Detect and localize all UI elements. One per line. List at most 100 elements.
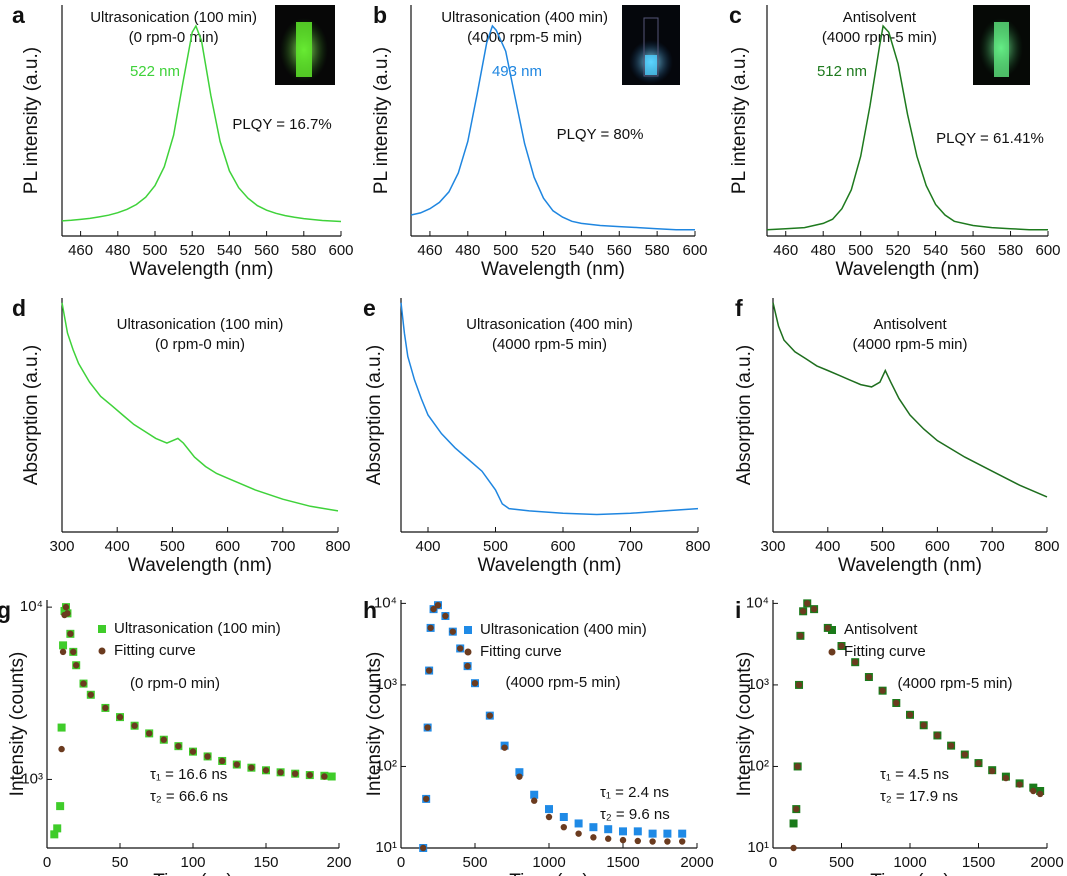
panel: 300 400 500 600 700 800 Wavelength (nm) Absorpt… [12, 295, 351, 576]
panel-subtitle: (4000 rpm-5 min) [852, 336, 967, 353]
data-point [530, 790, 539, 799]
panel-subtitle: (0 rpm-0 min) [130, 675, 220, 692]
x-tick-label: 1500 [606, 854, 639, 871]
y-axis-label: PL intensity (a.u.) [729, 47, 750, 194]
x-tick-label: 480 [105, 242, 130, 259]
y-tick-label: 10⁴ [746, 594, 769, 611]
fit-point [649, 838, 656, 845]
fit-point [486, 712, 493, 719]
legend-label: Ultrasonication (400 min) [480, 621, 647, 638]
panel-letter: g [0, 597, 11, 623]
x-tick-label: 540 [923, 242, 948, 259]
panel: 300 400 500 600 700 800 Wavelength (nm) Absorpt… [734, 295, 1060, 576]
spectrum-line [772, 302, 1048, 498]
data-point [648, 829, 657, 838]
fit-point [424, 724, 431, 731]
legend-marker [464, 648, 472, 656]
fit-point [64, 610, 71, 617]
fit-point [920, 722, 927, 729]
y-axis-label: Intensity (counts) [7, 652, 28, 797]
x-tick-label: 700 [980, 538, 1005, 555]
fit-point [67, 630, 74, 638]
fit-point [664, 838, 671, 845]
x-tick-label: 0 [769, 854, 777, 871]
data-point [663, 829, 672, 838]
data-point [589, 823, 598, 832]
fit-point [306, 771, 313, 779]
data-point [604, 825, 613, 834]
data-point [56, 802, 65, 811]
fit-point [449, 628, 456, 635]
data-point [57, 723, 66, 732]
fit-point [810, 605, 818, 613]
panel: 460 480 500 520 540 560 580 600 Wavelength (nm) P… [12, 2, 354, 280]
x-axis-label: Time (ns) [509, 871, 589, 876]
data-point [678, 829, 687, 838]
peak-label: 522 nm [130, 63, 180, 80]
plqy-label: PLQY = 16.7% [232, 116, 331, 133]
x-tick-label: 500 [493, 242, 518, 259]
x-tick-label: 500 [462, 854, 487, 871]
panel-subtitle: (4000 rpm-5 min) [822, 29, 937, 46]
x-axis-label: Wavelength (nm) [130, 259, 274, 280]
fit-point [146, 730, 153, 737]
panel-title: Ultrasonication (100 min) [117, 316, 284, 333]
fit-point [679, 838, 686, 845]
x-tick-label: 540 [569, 242, 594, 259]
fit-point [799, 608, 807, 615]
lifetime-label: τ₂ = 66.6 ns [150, 788, 228, 805]
panel-letter: b [373, 2, 387, 28]
fit-point [634, 837, 641, 845]
x-tick-label: 300 [49, 538, 74, 555]
panel: 460 480 500 520 540 560 580 600 Wavelength (nm) P… [729, 2, 1061, 280]
x-tick-label: 560 [254, 242, 279, 259]
y-axis-label: PL intensity (a.u.) [371, 47, 392, 194]
x-tick-label: 580 [998, 242, 1023, 259]
panel-subtitle: (4000 rpm-5 min) [467, 29, 582, 46]
y-tick-label: 10¹ [375, 839, 397, 856]
data-point [327, 772, 336, 781]
y-axis-label: PL intensity (a.u.) [21, 47, 42, 194]
y-axis-label: Absorption (a.u.) [21, 345, 42, 485]
y-tick-label: 10³ [747, 676, 769, 693]
panel-subtitle: (0 rpm-0 min) [129, 29, 219, 46]
fit-point [975, 759, 982, 767]
fit-point [321, 773, 328, 780]
inset-photo [973, 5, 1030, 85]
fit-point [62, 603, 70, 611]
x-tick-label: 480 [455, 242, 480, 259]
x-tick-label: 800 [685, 538, 710, 555]
spectrum-line [410, 24, 695, 231]
x-tick-label: 400 [815, 538, 840, 555]
fit-point [262, 767, 270, 774]
data-point [50, 830, 59, 839]
fit-point [1002, 774, 1010, 782]
panel-letter: a [12, 2, 25, 28]
x-tick-label: 150 [253, 854, 278, 871]
panel-letter: e [363, 295, 376, 321]
fit-point [204, 753, 211, 760]
fit-point [233, 761, 240, 768]
legend-label: Antisolvent [844, 621, 918, 638]
plqy-label: PLQY = 80% [557, 126, 644, 143]
data-point [515, 768, 524, 777]
x-tick-label: 1000 [532, 854, 565, 871]
x-tick-label: 500 [829, 854, 854, 871]
fit-point [795, 681, 803, 689]
x-tick-label: 500 [483, 538, 508, 555]
fit-point [838, 642, 845, 650]
x-axis-label: Wavelength (nm) [478, 555, 622, 576]
legend-marker [828, 648, 836, 656]
panel-subtitle: (4000 rpm-5 min) [492, 336, 607, 353]
peak-label: 512 nm [817, 63, 867, 80]
x-tick-label: 50 [112, 854, 129, 871]
fit-point [560, 823, 567, 831]
x-tick-label: 520 [180, 242, 205, 259]
inset-photo [622, 5, 680, 85]
y-tick-label: 10⁴ [20, 598, 43, 615]
panel-subtitle: (0 rpm-0 min) [155, 336, 245, 353]
fit-point [464, 662, 471, 670]
fit-point [430, 605, 437, 613]
fit-point [102, 704, 109, 712]
x-tick-label: 800 [325, 538, 350, 555]
